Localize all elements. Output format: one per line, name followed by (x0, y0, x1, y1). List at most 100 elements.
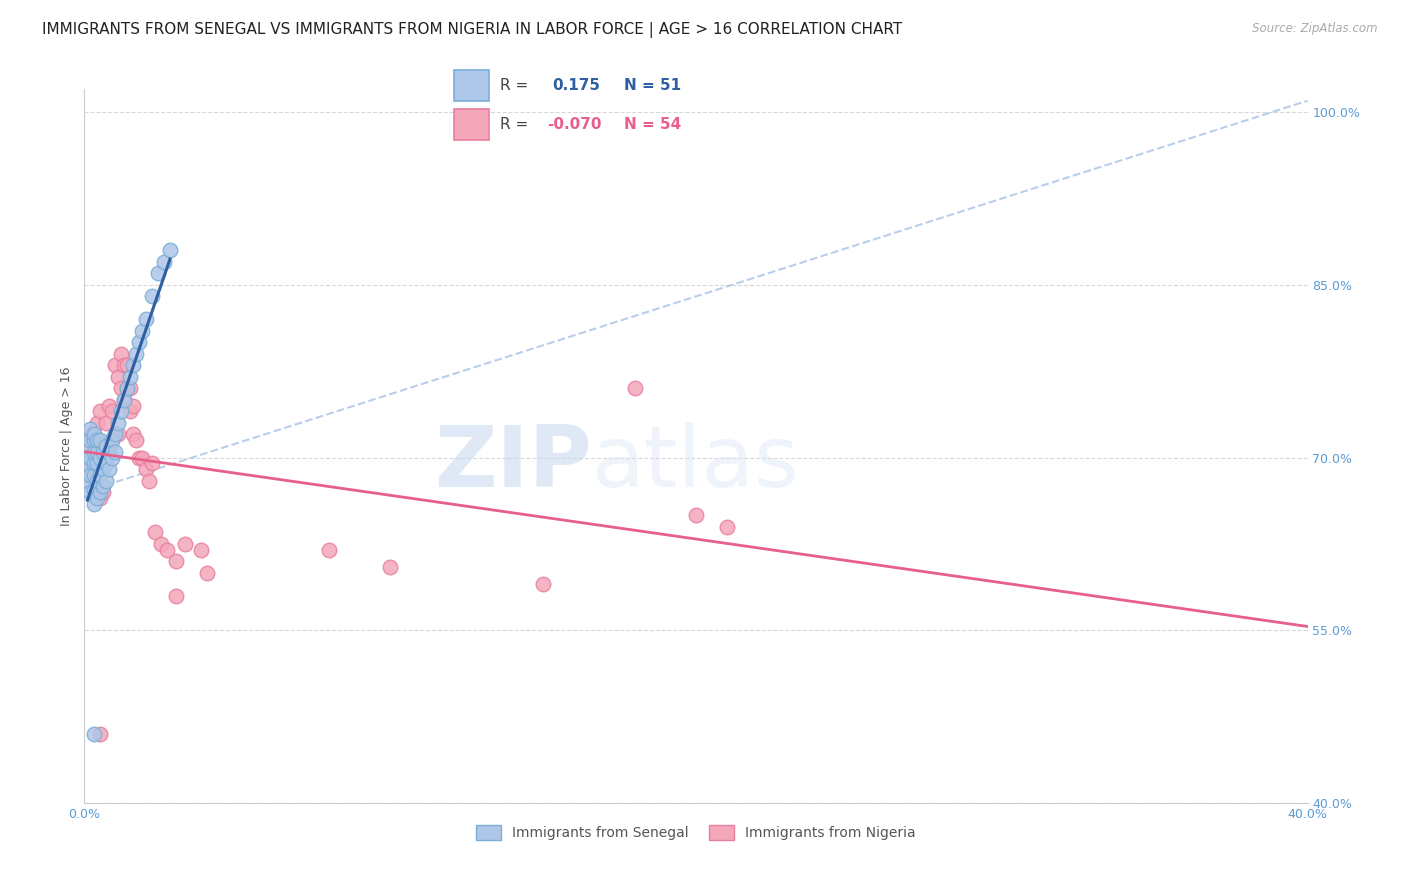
Point (86, 491, 108, 505)
Point (97, 399, 120, 413)
Point (135, 462, 157, 476)
Point (685, 508, 707, 522)
Legend: Immigrants from Senegal, Immigrants from Nigeria: Immigrants from Senegal, Immigrants from… (470, 820, 922, 846)
Point (83, 456, 105, 470)
Point (97, 462, 120, 476)
Point (531, 577, 554, 591)
Point (112, 392, 135, 407)
Text: 0.175: 0.175 (553, 78, 600, 94)
Point (115, 359, 138, 373)
Point (128, 450, 150, 465)
Point (122, 427, 145, 442)
Point (94, 444, 117, 458)
Point (101, 434, 124, 448)
Point (83, 497, 105, 511)
Text: N = 54: N = 54 (624, 117, 681, 132)
Point (624, 381, 647, 395)
Point (101, 450, 124, 465)
Point (76, 434, 98, 448)
Point (86, 416, 108, 430)
Point (128, 335, 150, 350)
Point (83, 727, 105, 741)
Point (89, 467, 111, 482)
Text: R =: R = (501, 78, 529, 94)
Point (101, 434, 124, 448)
Point (91, 485, 114, 500)
Point (110, 381, 132, 395)
Point (83, 427, 105, 442)
Point (122, 399, 145, 413)
Point (120, 370, 142, 384)
Point (83, 483, 105, 497)
Point (76, 456, 98, 470)
Point (101, 404, 124, 418)
Point (104, 359, 127, 373)
Point (318, 542, 340, 557)
Point (104, 444, 127, 458)
Point (115, 381, 138, 395)
Point (153, 255, 176, 269)
Point (83, 434, 105, 448)
Point (89, 434, 111, 448)
Point (97, 444, 120, 458)
Point (79, 450, 101, 465)
Point (97, 439, 120, 453)
Point (83, 456, 105, 470)
Text: ZIP: ZIP (434, 422, 592, 506)
Point (125, 434, 148, 448)
Point (122, 359, 145, 373)
Point (141, 456, 163, 470)
Text: -0.070: -0.070 (547, 117, 602, 132)
Point (112, 359, 135, 373)
Point (190, 542, 212, 557)
Text: Source: ZipAtlas.com: Source: ZipAtlas.com (1253, 22, 1378, 36)
Point (94, 439, 117, 453)
Point (110, 347, 132, 361)
Point (86, 456, 108, 470)
Point (380, 559, 402, 574)
Point (91, 439, 114, 453)
Point (716, 519, 738, 533)
Point (115, 381, 138, 395)
FancyBboxPatch shape (454, 70, 489, 102)
Point (195, 566, 218, 580)
Point (89, 444, 111, 458)
Point (79, 422, 101, 436)
Point (89, 485, 111, 500)
Point (83, 467, 105, 482)
Text: R =: R = (501, 117, 529, 132)
Point (120, 381, 142, 395)
Point (91, 444, 114, 458)
Point (107, 370, 129, 384)
Point (141, 289, 163, 303)
Point (156, 542, 179, 557)
Point (86, 474, 108, 488)
Point (79, 467, 101, 482)
Point (94, 416, 117, 430)
Point (79, 434, 101, 448)
Point (79, 427, 101, 442)
Point (86, 450, 108, 465)
Point (76, 467, 98, 482)
Point (104, 427, 127, 442)
Point (120, 404, 142, 418)
FancyBboxPatch shape (454, 109, 489, 140)
Point (146, 266, 169, 280)
Point (131, 324, 153, 338)
Y-axis label: In Labor Force | Age > 16: In Labor Force | Age > 16 (59, 367, 73, 525)
Point (131, 450, 153, 465)
Point (89, 727, 111, 741)
Point (79, 462, 101, 476)
Text: atlas: atlas (592, 422, 800, 506)
Point (91, 462, 114, 476)
Point (83, 444, 105, 458)
Point (83, 427, 105, 442)
Point (91, 479, 114, 493)
Point (138, 474, 160, 488)
Point (135, 312, 157, 326)
Point (94, 456, 117, 470)
Point (149, 537, 172, 551)
Point (76, 474, 98, 488)
Point (86, 434, 108, 448)
Text: N = 51: N = 51 (624, 78, 681, 94)
